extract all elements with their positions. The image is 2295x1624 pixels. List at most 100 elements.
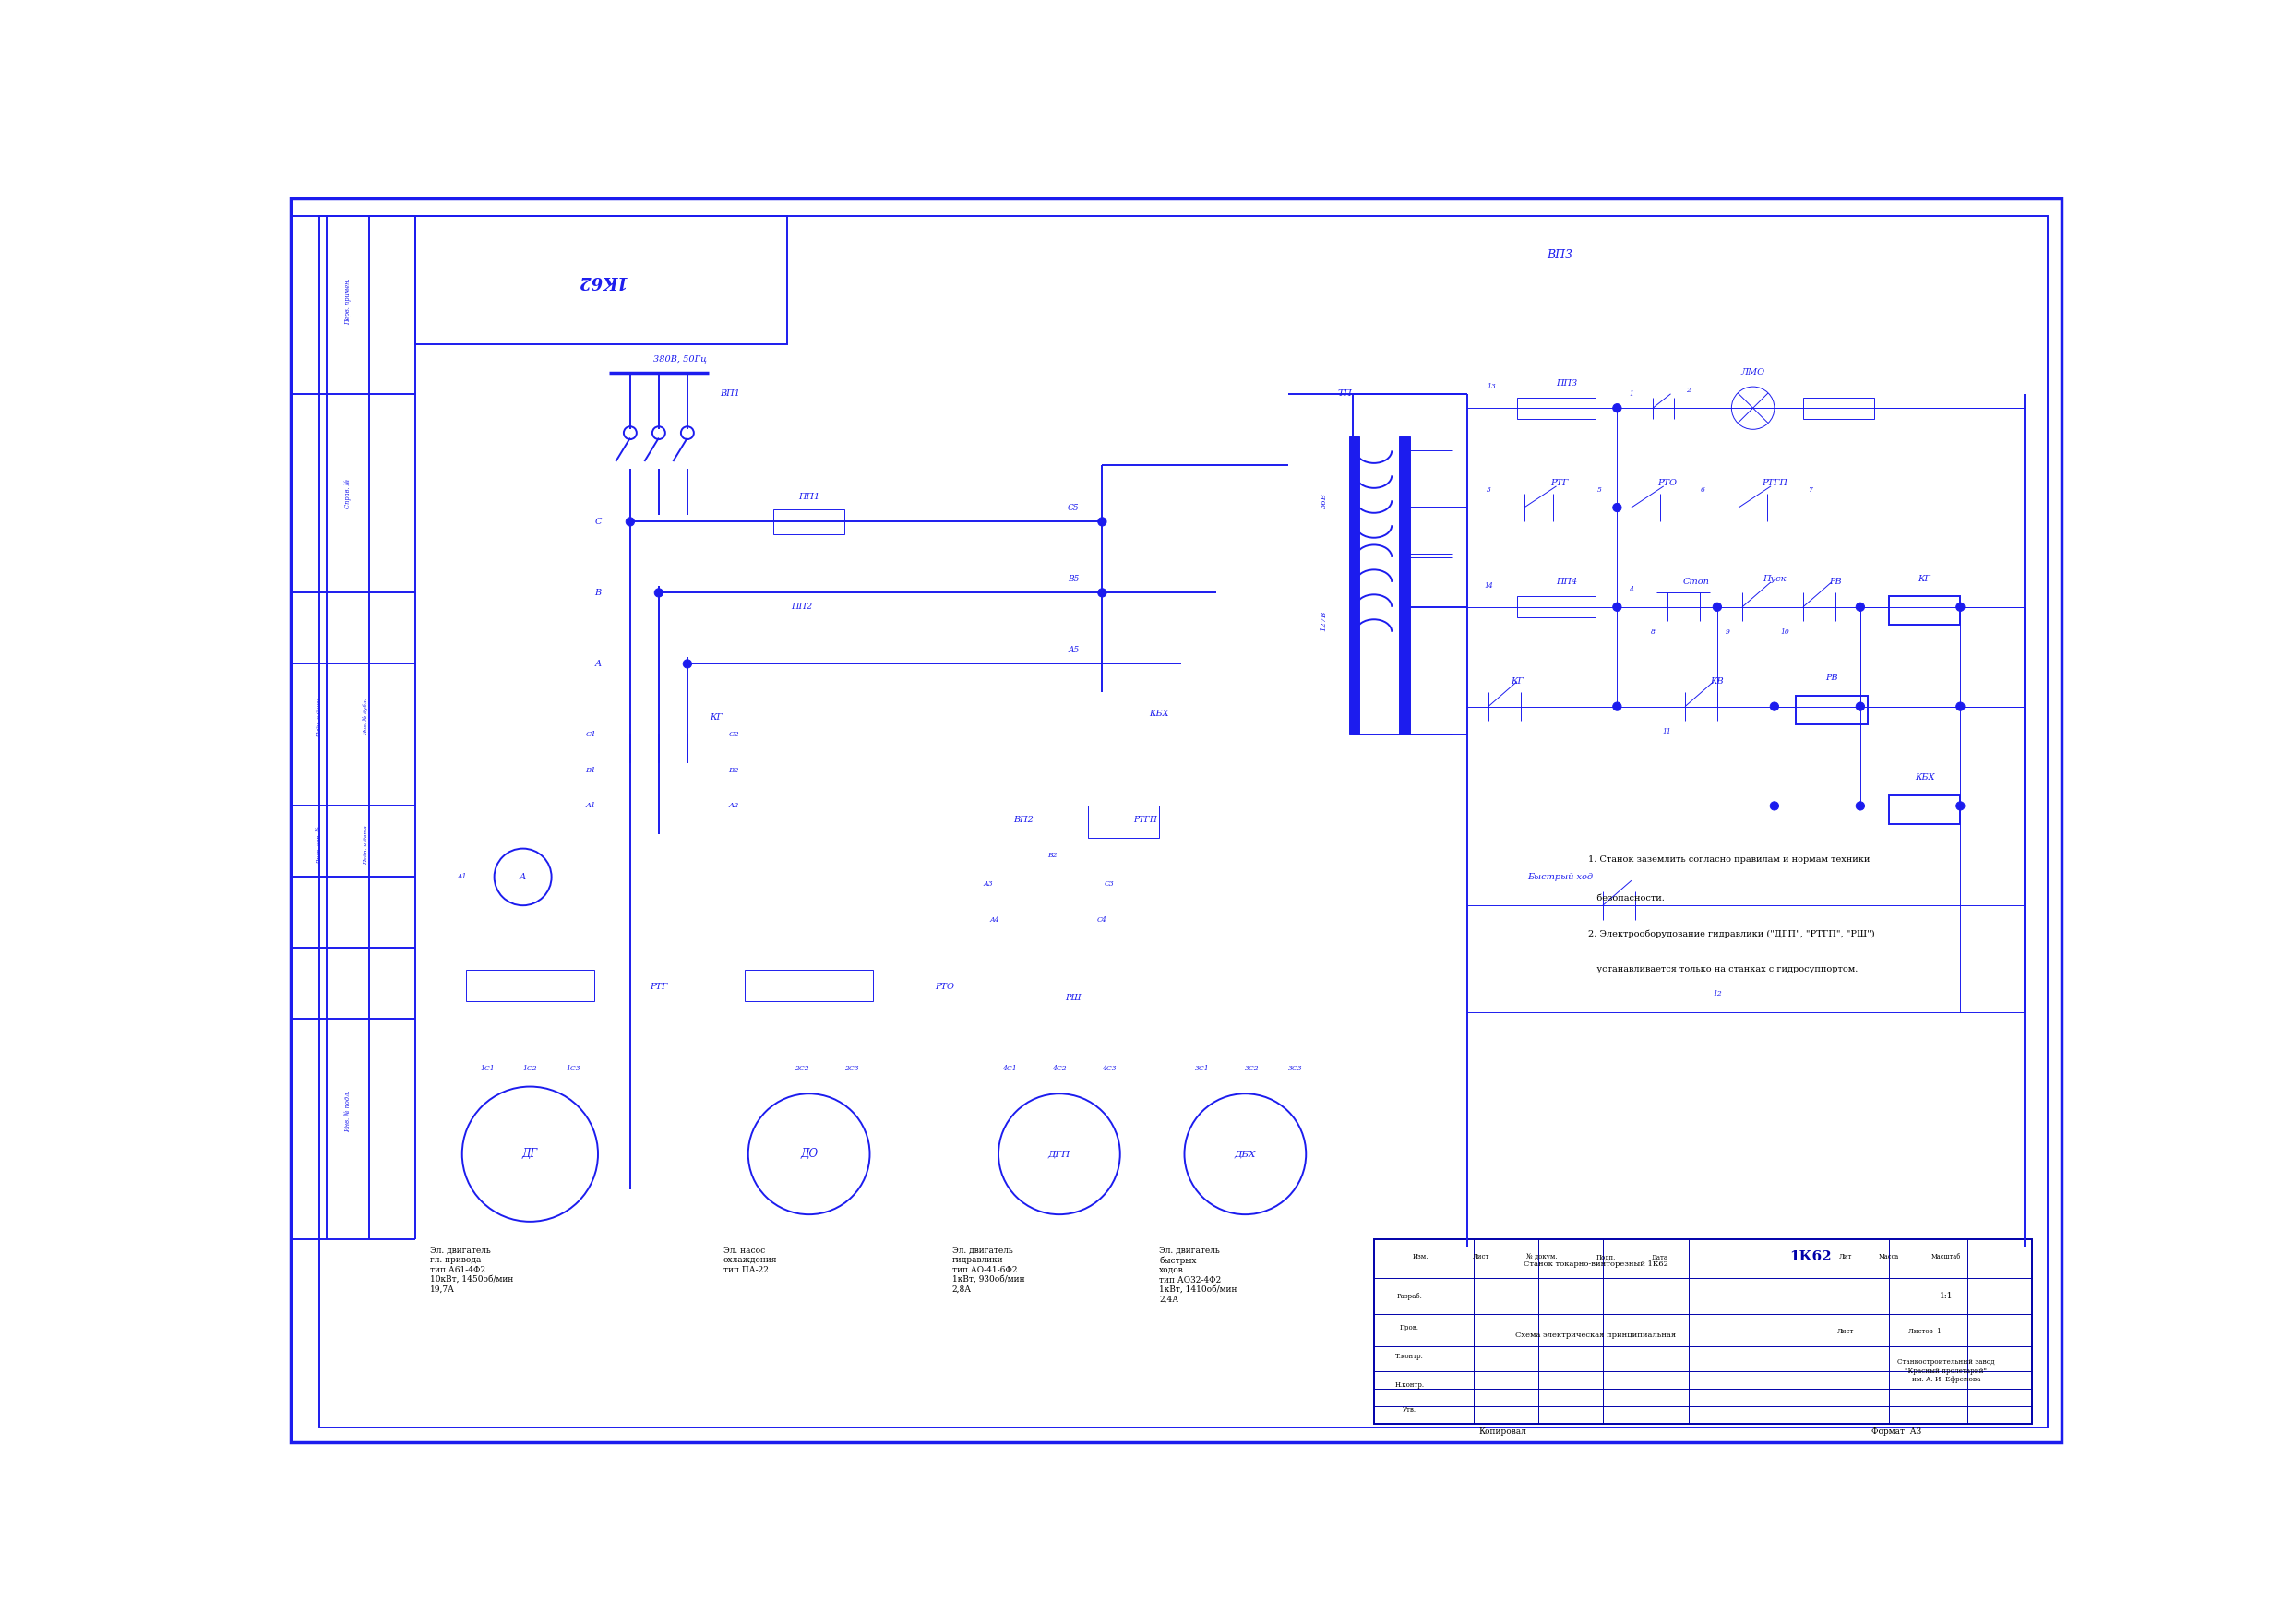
Text: 6: 6 — [1701, 486, 1705, 494]
Text: A2: A2 — [728, 802, 739, 810]
Text: ДГ: ДГ — [521, 1148, 537, 1160]
Text: 1:1: 1:1 — [1939, 1293, 1953, 1301]
Text: 36В: 36В — [1320, 492, 1327, 508]
Bar — [744, 970, 874, 1002]
Text: B1: B1 — [585, 767, 597, 775]
Text: устанавливается только на станках с гидросуппортом.: устанавливается только на станках с гидр… — [1588, 965, 1859, 973]
Circle shape — [1613, 603, 1620, 611]
Circle shape — [1955, 603, 1965, 611]
Bar — [773, 510, 845, 534]
Text: ПП1: ПП1 — [799, 492, 819, 500]
Text: 1С1: 1С1 — [480, 1065, 493, 1072]
Text: Быстрый ход: Быстрый ход — [1526, 872, 1593, 882]
Text: ДО: ДО — [801, 1148, 817, 1160]
Text: A1: A1 — [457, 874, 466, 880]
Text: Инв. № дубл.: Инв. № дубл. — [363, 698, 367, 736]
Text: Подп.: Подп. — [1597, 1254, 1616, 1260]
Circle shape — [1712, 603, 1721, 611]
Text: РТГП: РТГП — [1763, 479, 1788, 487]
Text: 4С3: 4С3 — [1102, 1065, 1118, 1072]
Text: КВ: КВ — [1710, 677, 1724, 685]
Text: 2С2: 2С2 — [794, 1065, 810, 1072]
Circle shape — [627, 518, 633, 526]
Text: A1: A1 — [585, 802, 597, 810]
Text: С3: С3 — [1104, 880, 1115, 888]
Text: ВП2: ВП2 — [1014, 815, 1033, 825]
Text: ДБХ: ДБХ — [1235, 1150, 1255, 1158]
Text: КГ: КГ — [1510, 677, 1524, 685]
Text: 2С3: 2С3 — [845, 1065, 858, 1072]
Text: ДГП: ДГП — [1049, 1150, 1069, 1158]
Text: Станкостроительный завод
"Красный пролетарий"
им. А. И. Ефремова: Станкостроительный завод "Красный пролет… — [1898, 1359, 1994, 1384]
Text: A: A — [594, 659, 601, 667]
Text: Пуск: Пуск — [1763, 575, 1786, 583]
Bar — [466, 970, 594, 1002]
Circle shape — [1857, 603, 1864, 611]
Text: 3С2: 3С2 — [1246, 1065, 1260, 1072]
Text: Эл. двигатель
гидравлики
тип АО-41-6Ф2
1кВт, 930об/мин
2,8А: Эл. двигатель гидравлики тип АО-41-6Ф2 1… — [952, 1247, 1024, 1293]
Text: 14: 14 — [1485, 581, 1492, 590]
Circle shape — [1955, 802, 1965, 810]
Text: 7: 7 — [1808, 486, 1813, 494]
Text: Формат  А3: Формат А3 — [1870, 1427, 1921, 1436]
Circle shape — [684, 659, 691, 667]
Text: РТГП: РТГП — [1134, 815, 1157, 825]
Text: ПП2: ПП2 — [792, 603, 812, 611]
Circle shape — [1613, 702, 1620, 711]
Text: 4С2: 4С2 — [1051, 1065, 1067, 1072]
Text: Пров.: Пров. — [1400, 1325, 1418, 1332]
Text: Разраб.: Разраб. — [1398, 1293, 1423, 1299]
Text: А: А — [519, 872, 526, 882]
Circle shape — [1097, 588, 1106, 598]
Text: № докум.: № докум. — [1526, 1254, 1558, 1260]
Text: 2: 2 — [1687, 387, 1691, 395]
Text: Н.контр.: Н.контр. — [1395, 1382, 1425, 1389]
Text: ПП3: ПП3 — [1556, 378, 1577, 387]
Circle shape — [1769, 802, 1779, 810]
Text: 3С1: 3С1 — [1196, 1065, 1209, 1072]
Text: Копировал: Копировал — [1478, 1427, 1526, 1436]
Text: 5: 5 — [1597, 486, 1602, 494]
Text: Листов  1: Листов 1 — [1907, 1328, 1942, 1335]
Text: РТГ: РТГ — [1551, 479, 1570, 487]
Text: Утв.: Утв. — [1402, 1406, 1416, 1413]
Text: Перв. примен.: Перв. примен. — [344, 278, 351, 325]
Text: Станок токарно-винторезный 1К62: Станок токарно-винторезный 1К62 — [1524, 1260, 1668, 1268]
Text: Т.контр.: Т.контр. — [1395, 1353, 1423, 1361]
Text: РТО: РТО — [1657, 479, 1678, 487]
Text: C5: C5 — [1067, 503, 1079, 512]
Text: B: B — [594, 588, 601, 598]
Text: Справ. №: Справ. № — [344, 479, 351, 508]
Text: C1: C1 — [585, 731, 597, 739]
Text: В2: В2 — [1047, 853, 1058, 859]
Text: КБХ: КБХ — [1150, 710, 1170, 718]
Text: Лист: Лист — [1473, 1254, 1489, 1260]
Text: Эл. насос
охлаждения
тип ПА-22: Эл. насос охлаждения тип ПА-22 — [723, 1247, 778, 1273]
Text: ПП4: ПП4 — [1556, 578, 1577, 586]
Text: 12: 12 — [1712, 991, 1721, 997]
Text: Инв. № подл.: Инв. № подл. — [344, 1090, 351, 1132]
Text: А3: А3 — [982, 880, 994, 888]
Text: Дата: Дата — [1652, 1254, 1668, 1260]
Text: 1С3: 1С3 — [567, 1065, 581, 1072]
Text: 380В, 50Гц: 380В, 50Гц — [654, 354, 707, 362]
Circle shape — [1955, 702, 1965, 711]
Text: КБХ: КБХ — [1914, 773, 1935, 781]
Circle shape — [1857, 702, 1864, 711]
Text: РВ: РВ — [1829, 578, 1841, 586]
Text: А4: А4 — [989, 916, 1001, 924]
Text: ТП: ТП — [1338, 390, 1352, 398]
Bar — [1804, 398, 1875, 419]
Text: 1С2: 1С2 — [523, 1065, 537, 1072]
Bar — [1797, 695, 1868, 724]
Text: ВП1: ВП1 — [721, 390, 741, 398]
Text: Взам. инв. №: Взам. инв. № — [317, 827, 321, 864]
Text: С4: С4 — [1097, 916, 1106, 924]
Text: 4: 4 — [1629, 586, 1634, 593]
Text: безопасности.: безопасности. — [1588, 895, 1664, 903]
Bar — [1400, 437, 1409, 736]
Text: Лит: Лит — [1838, 1254, 1852, 1260]
Text: 2. Электрооборудование гидравлики ("ДГП", "РТГП", "РШ"): 2. Электрооборудование гидравлики ("ДГП"… — [1588, 929, 1875, 939]
Bar — [1088, 806, 1159, 838]
Bar — [1889, 796, 1960, 823]
